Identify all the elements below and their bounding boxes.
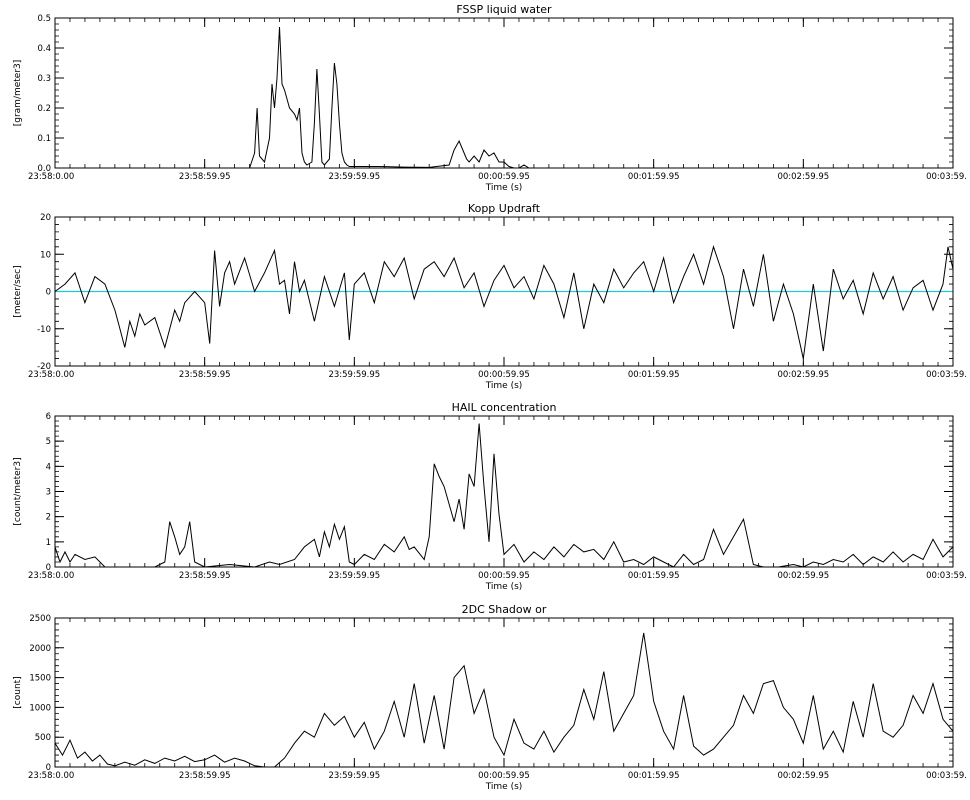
chart-title: 2DC Shadow or [462, 603, 547, 616]
chart-panel-4: 2DC Shadow or [count] Time (s) 23:58:0.00 23… [13, 603, 967, 792]
x-tick-label: 00:01:59.95 [628, 771, 680, 781]
series-line-1 [55, 632, 953, 767]
y-tick-label: 0 [46, 288, 51, 298]
series-line-1 [55, 245, 953, 359]
y-tick-label: 2000 [29, 644, 51, 654]
x-axis-label: Time (s) [485, 183, 523, 193]
chart-panel-3: HAIL concentration [count/meter3] Time (s)… [13, 401, 967, 592]
y-tick-label: 1500 [29, 674, 51, 684]
x-tick-label: 00:01:59.95 [628, 172, 680, 182]
x-tick-label: 23:58:0.00 [28, 571, 74, 581]
x-tick-label: 00:01:59.95 [628, 571, 680, 581]
y-tick-label: 2500 [29, 614, 51, 624]
x-tick-label: 00:03:59. [926, 370, 967, 380]
series-line-1 [55, 423, 953, 567]
y-axis-label: [gram/meter3] [13, 60, 23, 127]
y-axis-label: [count/meter3] [13, 457, 23, 525]
x-tick-label: 23:58:59.95 [179, 771, 231, 781]
y-tick-label: 2 [46, 513, 51, 523]
x-tick-label: 23:59:59.95 [328, 172, 380, 182]
x-tick-label: 23:58:0.00 [28, 370, 74, 380]
chart-title: Kopp Updraft [468, 202, 541, 215]
y-tick-label: 5 [46, 437, 51, 447]
x-tick-label: 00:03:59. [926, 571, 967, 581]
chart-panel-1: FSSP liquid water [gram/meter3] Time (s) 23… [13, 3, 967, 193]
x-tick-label: 00:00:59.95 [478, 771, 530, 781]
y-tick-label: -20 [37, 362, 51, 372]
x-tick-label: 23:58:0.00 [28, 172, 74, 182]
x-tick-label: 23:59:59.95 [328, 370, 380, 380]
x-tick-label: 00:02:59.95 [777, 172, 829, 182]
y-tick-label: 3 [46, 488, 51, 498]
x-tick-label: 23:58:59.95 [179, 370, 231, 380]
x-tick-label: 00:02:59.95 [777, 370, 829, 380]
plot-frame [54, 415, 954, 568]
chart-title: HAIL concentration [452, 401, 557, 414]
y-tick-label: 0.3 [37, 74, 51, 84]
x-tick-label: 00:00:59.95 [478, 571, 530, 581]
y-tick-label: 0.1 [37, 134, 51, 144]
x-tick-label: 00:02:59.95 [777, 571, 829, 581]
y-tick-label: 1000 [29, 703, 51, 713]
x-tick-label: 23:59:59.95 [328, 571, 380, 581]
y-tick-label: 0.0 [37, 164, 51, 174]
y-tick-label: 0 [46, 563, 51, 573]
x-tick-label: 00:03:59. [926, 771, 967, 781]
chart-panel-2: Kopp Updraft [meter/sec] Time (s) 23:58:0.0… [13, 202, 967, 391]
y-tick-label: 500 [35, 733, 51, 743]
x-axis-label: Time (s) [485, 582, 523, 592]
y-tick-label: 0.5 [37, 14, 51, 24]
plot-frame [54, 617, 954, 768]
x-tick-label: 00:00:59.95 [478, 370, 530, 380]
x-tick-label: 00:00:59.95 [478, 172, 530, 182]
y-tick-label: -10 [37, 325, 51, 335]
plot-frame [54, 17, 954, 169]
x-tick-label: 23:58:59.95 [179, 172, 231, 182]
y-tick-label: 6 [46, 412, 51, 422]
y-tick-label: 0 [46, 763, 51, 773]
chart-title: FSSP liquid water [456, 3, 552, 16]
x-axis-label: Time (s) [485, 782, 523, 792]
y-tick-label: 20 [40, 213, 51, 223]
y-tick-label: 1 [46, 538, 51, 548]
x-tick-label: 00:03:59. [926, 172, 967, 182]
x-tick-label: 23:58:0.00 [28, 771, 74, 781]
x-tick-label: 23:59:59.95 [328, 771, 380, 781]
y-tick-label: 10 [40, 250, 51, 260]
plot-frame [54, 216, 954, 367]
y-axis-label: [meter/sec] [13, 265, 23, 317]
x-axis-label: Time (s) [485, 381, 523, 391]
x-tick-label: 00:01:59.95 [628, 370, 680, 380]
y-axis-label: [count] [13, 676, 23, 708]
y-tick-label: 4 [46, 462, 51, 472]
y-tick-label: 0.2 [37, 104, 51, 114]
series-line-1 [55, 26, 654, 168]
x-tick-label: 23:58:59.95 [179, 571, 231, 581]
x-tick-label: 00:02:59.95 [777, 771, 829, 781]
y-tick-label: 0.4 [37, 44, 51, 54]
